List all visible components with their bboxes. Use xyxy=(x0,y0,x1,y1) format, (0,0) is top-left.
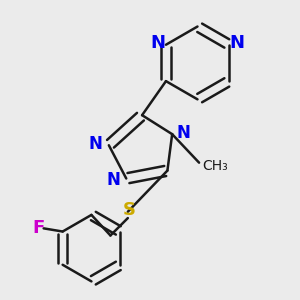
Text: N: N xyxy=(230,34,244,52)
Text: N: N xyxy=(88,135,103,153)
Text: N: N xyxy=(106,171,120,189)
Text: S: S xyxy=(123,201,136,219)
Text: CH₃: CH₃ xyxy=(202,159,228,173)
Text: N: N xyxy=(177,124,191,142)
Text: N: N xyxy=(151,34,166,52)
Text: F: F xyxy=(33,219,45,237)
